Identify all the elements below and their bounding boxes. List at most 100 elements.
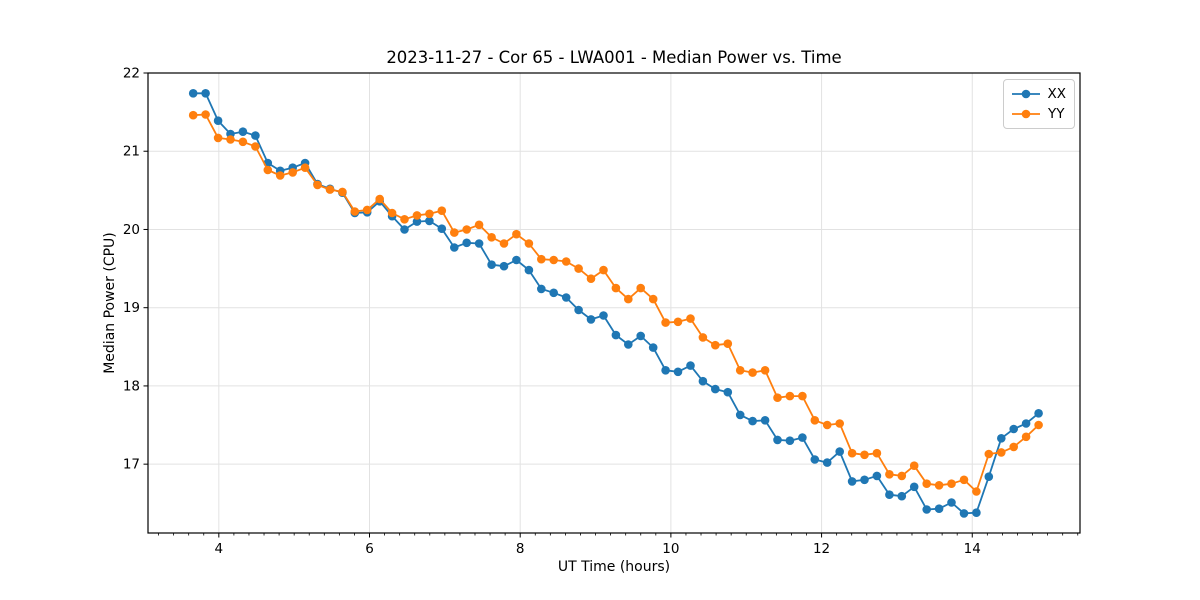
- data-point-XX: [798, 433, 807, 442]
- data-point-YY: [661, 318, 670, 327]
- data-point-YY: [860, 450, 869, 460]
- data-point-YY: [524, 239, 534, 248]
- data-point-YY: [462, 225, 472, 234]
- data-point-YY: [997, 448, 1006, 457]
- data-point-XX: [462, 238, 472, 248]
- data-point-YY: [972, 487, 981, 496]
- data-point-XX: [785, 436, 795, 446]
- data-point-XX: [773, 435, 782, 445]
- data-point-YY: [773, 393, 782, 403]
- data-point-YY: [984, 449, 994, 459]
- data-point-YY: [300, 163, 310, 172]
- data-point-YY: [201, 110, 210, 119]
- data-point-YY: [487, 233, 496, 242]
- data-point-YY: [1009, 442, 1018, 452]
- data-point-XX: [201, 89, 210, 98]
- x-ticks: 4 6 8 10 12 14: [215, 533, 981, 557]
- data-point-XX: [760, 416, 770, 425]
- data-point-YY: [387, 208, 397, 218]
- y-tick-label: 18: [123, 378, 140, 394]
- data-point-YY: [760, 366, 770, 375]
- x-tick-label: 8: [516, 541, 525, 557]
- data-point-YY: [325, 185, 335, 194]
- data-point-YY: [611, 283, 621, 293]
- data-point-XX: [636, 331, 645, 341]
- y-tick-label: 19: [123, 300, 140, 316]
- data-point-YY: [362, 205, 372, 215]
- data-point-XX: [238, 127, 248, 136]
- data-point-XX: [524, 265, 534, 275]
- data-point-XX: [922, 505, 931, 514]
- data-point-XX: [586, 315, 596, 324]
- data-point-XX: [711, 384, 720, 394]
- data-point-XX: [425, 216, 434, 226]
- series-XX: [188, 89, 1043, 518]
- data-point-YY: [798, 391, 807, 401]
- x-tick-label: 14: [964, 541, 981, 557]
- data-point-XX: [537, 284, 546, 294]
- data-point-XX: [860, 475, 869, 485]
- data-point-XX: [810, 455, 820, 464]
- data-point-XX: [561, 293, 571, 302]
- data-point-YY: [1021, 432, 1031, 442]
- data-point-YY: [624, 294, 633, 304]
- series-YY: [188, 110, 1043, 496]
- data-point-XX: [487, 260, 496, 270]
- data-point-YY: [512, 229, 521, 239]
- x-tick-label: 12: [813, 541, 830, 557]
- data-point-YY: [885, 470, 894, 479]
- data-point-YY: [847, 448, 857, 458]
- data-point-YY: [238, 137, 248, 147]
- legend: XX YY: [1003, 79, 1075, 129]
- x-axis-label: UT Time (hours): [557, 559, 671, 575]
- data-point-YY: [561, 257, 571, 266]
- data-point-XX: [735, 410, 745, 420]
- data-point-XX: [947, 498, 956, 507]
- data-point-YY: [275, 171, 285, 180]
- data-point-YY: [437, 206, 447, 215]
- data-point-XX: [624, 340, 633, 349]
- data-point-YY: [723, 339, 733, 349]
- data-point-YY: [188, 110, 198, 120]
- data-point-XX: [934, 504, 944, 513]
- series-line-XX: [193, 92, 1040, 515]
- data-point-XX: [661, 366, 670, 375]
- data-point-XX: [686, 361, 695, 370]
- data-point-YY: [574, 264, 583, 273]
- data-point-XX: [1021, 419, 1031, 428]
- data-point-XX: [188, 89, 198, 98]
- y-tick-label: 22: [123, 66, 140, 82]
- data-point-YY: [909, 461, 919, 471]
- data-point-YY: [1034, 420, 1043, 430]
- data-point-YY: [922, 479, 931, 489]
- data-point-XX: [959, 509, 969, 518]
- data-point-XX: [847, 477, 857, 486]
- data-point-XX: [499, 261, 509, 271]
- data-point-XX: [1034, 409, 1043, 418]
- data-point-XX: [599, 311, 608, 320]
- data-point-YY: [810, 416, 820, 425]
- data-point-XX: [997, 434, 1006, 443]
- data-point-XX: [885, 490, 894, 500]
- data-point-YY: [375, 194, 385, 204]
- data-point-YY: [288, 168, 298, 177]
- data-point-XX: [512, 255, 521, 265]
- grid-lines: [148, 73, 1080, 533]
- data-point-XX: [400, 225, 409, 234]
- data-point-XX: [213, 116, 223, 125]
- data-point-YY: [474, 220, 484, 230]
- data-point-YY: [499, 239, 509, 248]
- data-point-XX: [897, 491, 907, 501]
- data-point-YY: [226, 135, 235, 144]
- data-point-XX: [437, 224, 447, 233]
- data-point-XX: [474, 239, 484, 248]
- axes-box: [147, 72, 1081, 534]
- data-point-YY: [537, 254, 546, 264]
- data-point-YY: [549, 255, 558, 265]
- data-point-YY: [897, 471, 907, 481]
- data-point-YY: [213, 133, 223, 143]
- data-point-XX: [835, 447, 844, 456]
- data-point-YY: [648, 294, 658, 304]
